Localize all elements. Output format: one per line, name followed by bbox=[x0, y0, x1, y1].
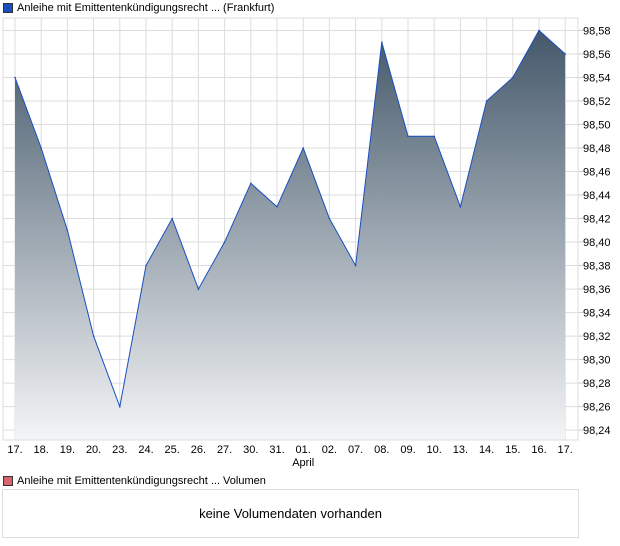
data-point bbox=[197, 288, 200, 290]
y-tick-label: 98,54 bbox=[583, 72, 611, 84]
data-point bbox=[485, 100, 488, 102]
data-point bbox=[512, 76, 514, 79]
y-tick-label: 98,50 bbox=[583, 119, 611, 131]
y-tick-label: 98,34 bbox=[583, 308, 611, 320]
x-tick-label: 18. bbox=[34, 444, 49, 456]
y-tick-label: 98,36 bbox=[583, 284, 611, 296]
data-point bbox=[66, 229, 69, 232]
data-point bbox=[433, 135, 436, 138]
x-tick-label: 27. bbox=[217, 444, 232, 456]
data-point bbox=[250, 182, 252, 185]
x-tick-label: 01. bbox=[296, 444, 311, 456]
y-tick-label: 98,40 bbox=[583, 237, 611, 249]
data-point bbox=[119, 405, 121, 408]
data-point bbox=[407, 135, 409, 138]
x-tick-label: 30. bbox=[243, 444, 258, 456]
data-point bbox=[145, 264, 147, 267]
x-tick-label: 24. bbox=[138, 444, 153, 456]
price-legend-swatch bbox=[3, 3, 13, 13]
data-point bbox=[354, 264, 357, 267]
y-tick-label: 98,30 bbox=[583, 355, 611, 367]
x-tick-label: 31. bbox=[269, 444, 284, 456]
y-tick-label: 98,48 bbox=[583, 143, 611, 155]
y-tick-label: 98,52 bbox=[583, 96, 611, 108]
x-tick-label: 16. bbox=[531, 444, 546, 456]
y-tick-label: 98,28 bbox=[583, 378, 611, 390]
volume-legend: Anleihe mit Emittentenkündigungsrecht ..… bbox=[3, 475, 266, 487]
x-tick-label: 19. bbox=[60, 444, 75, 456]
data-point bbox=[459, 205, 462, 208]
y-tick-label: 98,26 bbox=[583, 402, 611, 414]
x-tick-label: 25. bbox=[165, 444, 180, 456]
y-tick-label: 98,58 bbox=[583, 25, 611, 37]
data-point bbox=[223, 241, 226, 243]
data-point bbox=[328, 217, 331, 220]
x-tick-label: 15. bbox=[505, 444, 520, 456]
data-point bbox=[171, 217, 173, 220]
y-tick-label: 98,24 bbox=[583, 425, 611, 437]
x-tick-label: 08. bbox=[374, 444, 389, 456]
volume-legend-swatch bbox=[3, 476, 13, 486]
y-tick-label: 98,42 bbox=[583, 214, 611, 226]
price-legend: Anleihe mit Emittentenkündigungsrecht ..… bbox=[3, 2, 274, 14]
x-tick-label: 07. bbox=[348, 444, 363, 456]
data-point bbox=[538, 29, 540, 32]
data-point bbox=[564, 53, 566, 55]
x-tick-label: 02. bbox=[322, 444, 337, 456]
y-tick-label: 98,56 bbox=[583, 49, 611, 61]
x-tick-label: 09. bbox=[400, 444, 415, 456]
y-tick-label: 98,46 bbox=[583, 167, 611, 179]
x-tick-label: 13. bbox=[453, 444, 468, 456]
x-tick-label: 23. bbox=[112, 444, 127, 456]
data-point bbox=[92, 335, 95, 337]
data-point bbox=[302, 147, 305, 149]
x-tick-label: 17. bbox=[7, 444, 22, 456]
volume-panel: keine Volumendaten vorhanden bbox=[2, 489, 579, 538]
volume-empty-message: keine Volumendaten vorhanden bbox=[199, 506, 382, 521]
month-label: April bbox=[292, 457, 314, 469]
volume-legend-label: Anleihe mit Emittentenkündigungsrecht ..… bbox=[17, 475, 266, 487]
x-tick-label: 14. bbox=[479, 444, 494, 456]
x-tick-label: 26. bbox=[191, 444, 206, 456]
x-tick-label: 10. bbox=[427, 444, 442, 456]
price-chart: 98,24 98,26 98,28 98,30 98,32 98,34 98,36 98,38… bbox=[2, 17, 611, 469]
y-tick-label: 98,32 bbox=[583, 331, 611, 343]
price-area bbox=[15, 30, 566, 440]
y-tick-label: 98,38 bbox=[583, 261, 611, 273]
price-line bbox=[14, 29, 566, 409]
x-tick-label: 17. bbox=[558, 444, 573, 456]
plot-frame bbox=[2, 17, 579, 441]
data-point bbox=[381, 41, 383, 44]
data-point bbox=[14, 76, 16, 79]
y-tick-label: 98,44 bbox=[583, 190, 611, 202]
price-legend-label: Anleihe mit Emittentenkündigungsrecht ..… bbox=[17, 2, 275, 14]
x-tick-label: 20. bbox=[86, 444, 101, 456]
data-point bbox=[40, 147, 42, 149]
data-point bbox=[276, 205, 278, 208]
